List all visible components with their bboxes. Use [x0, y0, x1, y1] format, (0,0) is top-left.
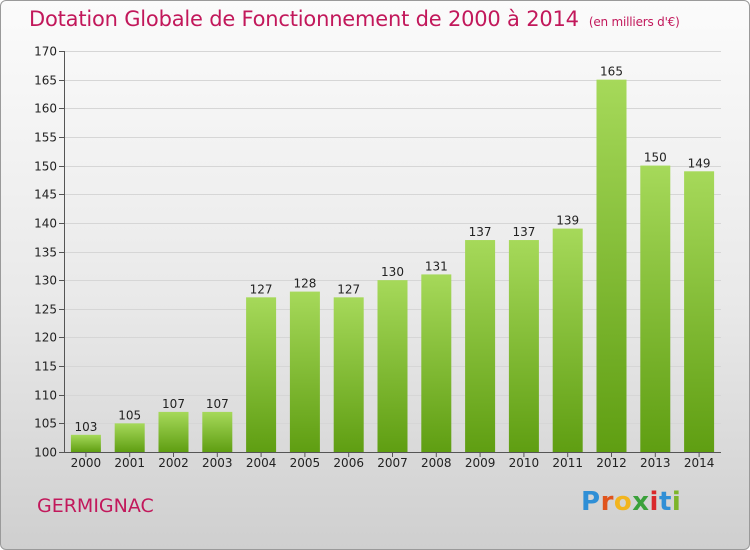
- title-text: Dotation Globale de Fonctionnement de 20…: [29, 7, 579, 31]
- x-tick-label-2001: 2001: [114, 456, 145, 470]
- bars: [70, 79, 715, 453]
- y-tick-label: 130: [34, 274, 57, 288]
- x-tick-label-2013: 2013: [640, 456, 671, 470]
- x-tick-label-2012: 2012: [596, 456, 627, 470]
- bar-2003: [202, 411, 233, 452]
- unit-note: (en milliers d'€): [588, 15, 680, 29]
- value-label-2006: 127: [337, 282, 360, 296]
- value-label-2011: 139: [556, 214, 579, 228]
- value-label-2000: 103: [74, 420, 97, 434]
- y-tick-label: 115: [34, 360, 57, 374]
- y-tick-label: 110: [34, 389, 57, 403]
- value-label-2012: 165: [600, 65, 623, 79]
- bar-2000: [70, 434, 101, 452]
- y-tick-label: 170: [34, 45, 57, 59]
- y-tick-label: 150: [34, 160, 57, 174]
- logo-letter: t: [658, 487, 672, 517]
- value-label-2013: 150: [644, 151, 667, 165]
- value-label-2003: 107: [206, 397, 229, 411]
- bar-2005: [289, 291, 320, 452]
- axes: [59, 51, 721, 457]
- x-tick-label-2009: 2009: [465, 456, 496, 470]
- x-tick-label-2000: 2000: [71, 456, 102, 470]
- bar-2001: [114, 423, 145, 452]
- x-tick-label-2014: 2014: [684, 456, 715, 470]
- value-label-2005: 128: [293, 277, 316, 291]
- bar-2007: [377, 280, 408, 452]
- x-tick-label-2003: 2003: [202, 456, 233, 470]
- y-tick-label: 160: [34, 102, 57, 116]
- bar-2002: [158, 411, 189, 452]
- x-tick-label-2005: 2005: [290, 456, 321, 470]
- bar-2010: [508, 240, 539, 452]
- logo-letter: i: [671, 487, 682, 517]
- y-tick-label: 105: [34, 417, 57, 431]
- bar-2006: [333, 297, 364, 452]
- bar-2013: [640, 165, 671, 453]
- x-tick-label-2004: 2004: [246, 456, 277, 470]
- x-tick-label-2006: 2006: [333, 456, 364, 470]
- logo-letter: o: [613, 487, 633, 517]
- value-label-2002: 107: [162, 397, 185, 411]
- x-tick-label-2007: 2007: [377, 456, 408, 470]
- y-tick-label: 125: [34, 303, 57, 317]
- value-label-2010: 137: [512, 225, 535, 239]
- bar-2012: [596, 79, 627, 453]
- bar-2008: [421, 274, 452, 452]
- bar-2011: [552, 228, 583, 452]
- value-label-2001: 105: [118, 408, 141, 422]
- y-tick-label: 100: [34, 446, 57, 460]
- value-label-2008: 131: [425, 259, 448, 273]
- chart-title: Dotation Globale de Fonctionnement de 20…: [29, 7, 680, 31]
- y-tick-label: 140: [34, 217, 57, 231]
- logo-letter: x: [632, 487, 650, 517]
- logo-letter: r: [600, 487, 614, 517]
- y-tick-label: 120: [34, 331, 57, 345]
- x-tick-label-2002: 2002: [158, 456, 189, 470]
- y-tick-label: 135: [34, 246, 57, 260]
- value-label-2009: 137: [469, 225, 492, 239]
- commune-name: GERMIGNAC: [37, 495, 154, 517]
- bar-2014: [684, 171, 715, 453]
- bar-2009: [465, 240, 496, 452]
- x-tick-label-2011: 2011: [552, 456, 583, 470]
- x-tick-label-2010: 2010: [509, 456, 540, 470]
- y-tick-label: 165: [34, 74, 57, 88]
- logo-letter: P: [581, 487, 601, 517]
- x-tick-label-2008: 2008: [421, 456, 452, 470]
- y-tick-label: 155: [34, 131, 57, 145]
- y-tick-label: 145: [34, 188, 57, 202]
- value-label-2007: 130: [381, 265, 404, 279]
- value-label-2014: 149: [688, 156, 711, 170]
- logo-letter: i: [649, 487, 659, 517]
- labels: 100 105 110 115 120 125 130 135 140 145 150 155 160 1…: [34, 45, 714, 471]
- value-label-2004: 127: [250, 282, 273, 296]
- proxiti-logo: Proxiti: [581, 487, 681, 517]
- bar-2004: [246, 297, 277, 452]
